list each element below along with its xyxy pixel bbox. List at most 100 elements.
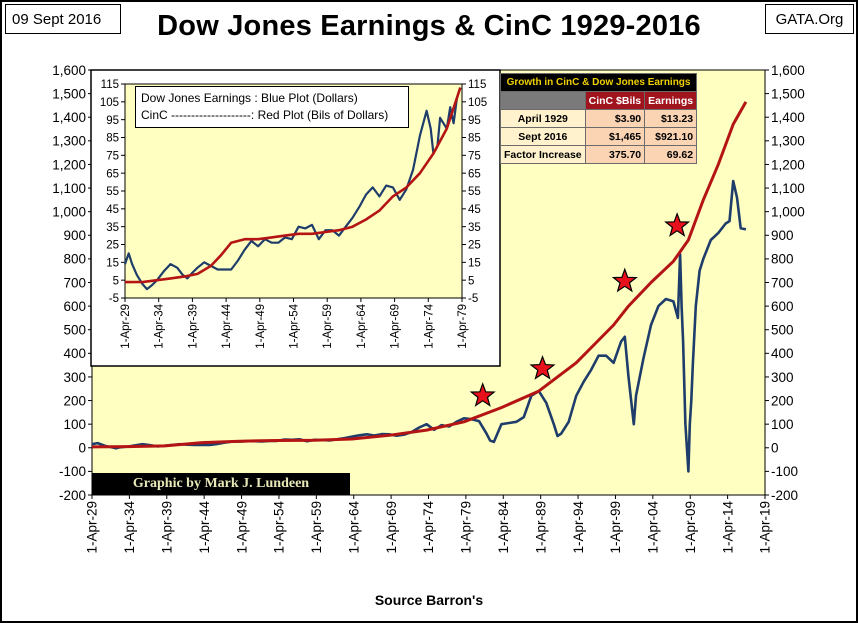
inset-chart-ytick-label: 25	[106, 240, 119, 252]
main-chart-ytick-label-right: 900	[771, 228, 794, 243]
row-cinc-value: $1,465	[584, 127, 646, 146]
growth-table-corner	[500, 91, 586, 110]
chart-title: Dow Jones Earnings & CinC 1929-2016	[157, 10, 701, 42]
legend-cinc-entry: CinC --------------------: Red Plot (Bil…	[141, 108, 389, 122]
main-chart-xtick-label: 1-Apr-59	[309, 501, 324, 554]
main-chart-ytick-label-right: 200	[771, 393, 794, 408]
main-chart-ytick-label-right: 1,500	[771, 86, 805, 101]
main-chart-earnings-line	[91, 179, 747, 473]
main-chart-ytick-label: 1,600	[52, 63, 86, 78]
main-chart-xtick-label: 1-Apr-99	[608, 501, 623, 554]
main-chart-ytick-label-right: 1,300	[771, 134, 805, 149]
main-chart-xtick-label: 1-Apr-54	[272, 501, 287, 554]
table-row: April 1929 $3.90 $13.23	[500, 109, 698, 128]
main-chart-ytick-label-right: 300	[771, 370, 794, 385]
main-chart-xtick-label: 1-Apr-49	[234, 501, 249, 554]
main-chart-ytick-label: 300	[63, 370, 86, 385]
inset-chart-ytick-label-right: 35	[468, 222, 481, 234]
legend-earnings-entry: Dow Jones Earnings : Blue Plot (Dollars)	[141, 91, 358, 105]
inset-chart-ytick-label: 65	[106, 168, 119, 180]
inset-chart-ytick-label: 75	[106, 150, 119, 162]
inset-chart-ytick-label-right: 55	[468, 186, 481, 198]
inset-chart-ytick-label-right: 25	[468, 240, 481, 252]
row-earnings-value: 69.62	[644, 145, 698, 164]
star-marker	[469, 382, 496, 407]
main-chart-ytick-label: 100	[63, 417, 86, 432]
inset-chart-ytick-label: 105	[100, 97, 119, 109]
inset-chart-xtick-label: 1-Apr-64	[356, 303, 368, 348]
main-chart-ytick-label: 600	[63, 299, 86, 314]
main-chart-xtick-label: 1-Apr-39	[160, 501, 175, 554]
main-chart-cinc-line	[91, 101, 748, 449]
row-cinc-value: 375.70	[584, 145, 646, 164]
star-marker	[529, 354, 556, 380]
main-chart-ytick-label: 1,400	[52, 110, 86, 125]
main-chart-ytick-label-right: 0	[771, 441, 779, 456]
main-chart-xtick-label: 1-Apr-09	[683, 501, 698, 554]
inset-chart-ytick-label: 35	[106, 222, 119, 234]
main-chart-xtick-label: 1-Apr-69	[384, 501, 399, 554]
main-chart-ytick-label-right: 600	[771, 299, 794, 314]
inset-chart-xtick-label: 1-Apr-79	[457, 304, 469, 349]
inset-chart-ytick-label-right: 5	[468, 275, 474, 287]
inset-chart-ytick-label-right: 105	[468, 97, 487, 109]
main-chart-ytick-label: 700	[63, 275, 86, 290]
main-chart-ytick-label: 900	[63, 228, 86, 243]
main-chart-xtick-label: 1-Apr-89	[533, 501, 548, 554]
main-chart-ytick-label-right: -100	[771, 464, 798, 479]
main-chart-ytick-label: 800	[63, 252, 86, 267]
main-chart-xtick-label: 1-Apr-44	[197, 501, 212, 554]
source-label: Source Barron's	[374, 592, 484, 608]
inset-chart-ytick-label: 5	[113, 275, 119, 287]
growth-table-header-earnings: Earnings	[644, 91, 698, 110]
row-cinc-value: $3.90	[584, 109, 646, 128]
inset-chart-xtick-label: 1-Apr-74	[423, 303, 435, 348]
inset-chart-ytick-label-right: 95	[468, 115, 481, 127]
main-chart-ytick-label: 500	[63, 323, 86, 338]
inset-chart-ytick-label: 45	[106, 204, 119, 216]
star-marker	[664, 212, 691, 237]
inset-chart-xtick-label: 1-Apr-39	[187, 304, 199, 349]
row-label: April 1929	[500, 109, 586, 128]
inset-chart-xtick-label: 1-Apr-29	[120, 304, 132, 349]
inset-chart-ytick-label: -5	[109, 293, 119, 305]
growth-table-title: Growth in CinC & Dow Jones Earnings	[499, 73, 698, 92]
main-chart-ytick-label: 1,200	[52, 157, 86, 172]
inset-chart-xtick-label: 1-Apr-69	[390, 304, 402, 349]
main-chart-ytick-label-right: 1,100	[771, 181, 805, 196]
row-label: Sept 2016	[500, 127, 586, 146]
main-chart-ytick-label-right: 1,600	[771, 63, 805, 78]
main-chart-xtick-label: 1-Apr-84	[496, 501, 511, 554]
main-chart-ytick-label-right: 700	[771, 275, 794, 290]
main-chart-xtick-label: 1-Apr-79	[459, 501, 474, 554]
inset-chart-xtick-label: 1-Apr-44	[221, 303, 233, 348]
inset-chart-ytick-label-right: -5	[468, 293, 478, 305]
main-chart-xtick-label: 1-Apr-14	[720, 501, 735, 554]
growth-table-header-cinc: CinC $Bils	[584, 91, 646, 110]
main-chart-group: -200 -200 -100 -100 0 0 100 100 200 200 300 300 400 4…	[52, 63, 805, 554]
credit-banner: Graphic by Mark J. Lundeen	[92, 473, 350, 495]
inset-chart-xtick-label: 1-Apr-59	[322, 304, 334, 349]
table-row: Sept 2016 $1,465 $921.10	[500, 127, 698, 146]
inset-chart-ytick-label: 55	[106, 186, 119, 198]
main-chart-xtick-label: 1-Apr-34	[122, 501, 137, 554]
inset-chart-ytick-label: 95	[106, 115, 119, 127]
inset-chart-ytick-label-right: 115	[468, 79, 486, 91]
main-chart-ytick-label-right: 1,200	[771, 157, 805, 172]
inset-chart-ytick-label: 85	[106, 133, 119, 145]
main-chart-ytick-label-right: 100	[771, 417, 794, 432]
row-label: Factor Increase	[500, 145, 586, 164]
main-chart-xtick-label: 1-Apr-64	[346, 501, 361, 554]
inset-chart-xtick-label: 1-Apr-49	[255, 304, 267, 349]
inset-chart-ytick-label-right: 85	[468, 133, 481, 145]
date-label: 09 Sept 2016	[5, 4, 121, 34]
inset-chart-cinc-line	[124, 87, 462, 284]
main-chart-xtick-label: 1-Apr-29	[85, 501, 100, 554]
inset-chart-ytick-label-right: 45	[468, 204, 481, 216]
main-chart-xtick-label: 1-Apr-19	[758, 501, 773, 554]
inset-chart-ytick-label: 115	[101, 79, 119, 91]
main-chart-ytick-label: -200	[59, 488, 86, 503]
